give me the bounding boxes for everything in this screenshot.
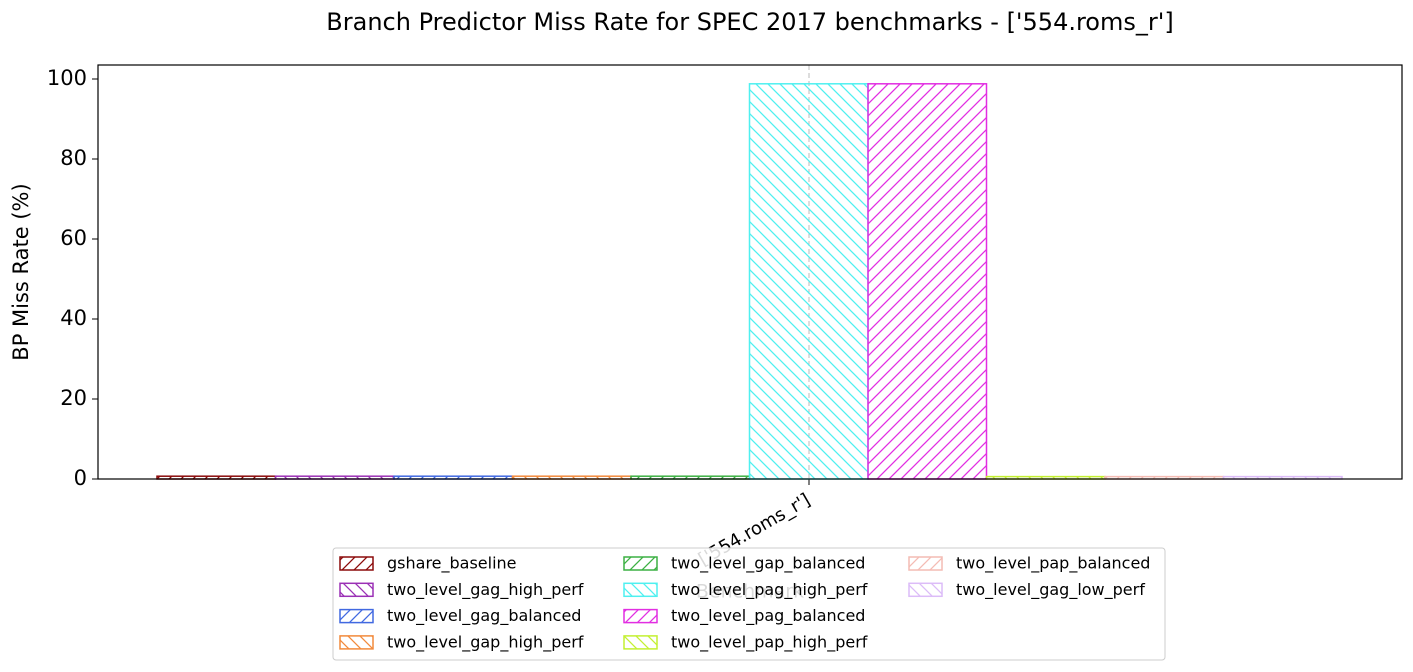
y-tick-label: 20 (60, 386, 87, 410)
bar (748, 83, 869, 480)
chart-title: Branch Predictor Miss Rate for SPEC 2017… (326, 8, 1173, 36)
legend-swatch (339, 556, 374, 571)
bar (867, 83, 988, 480)
y-tick-label: 80 (60, 146, 87, 170)
legend-label: two_level_gap_high_perf (387, 632, 584, 652)
legend-label: two_level_gap_balanced (671, 554, 865, 574)
legend-label: two_level_pag_balanced (671, 606, 865, 626)
legend-label: two_level_gag_balanced (387, 606, 581, 626)
legend-swatch (339, 582, 374, 598)
legend-swatch (623, 608, 658, 624)
legend-swatch (339, 635, 374, 650)
legend: gshare_baselinetwo_level_gag_high_perftw… (332, 547, 1166, 661)
legend-label: two_level_pap_high_perf (671, 632, 868, 652)
legend-label: two_level_pag_high_perf (671, 580, 868, 600)
legend-swatch (908, 556, 943, 571)
legend-swatch (623, 556, 658, 571)
legend-label: two_level_pap_balanced (956, 554, 1150, 574)
y-tick-label: 100 (47, 66, 87, 90)
legend-swatch (339, 608, 374, 624)
legend-box (332, 547, 1166, 661)
plot-frame (97, 64, 1403, 480)
legend-swatch (623, 635, 658, 650)
legend-swatch (623, 582, 658, 598)
legend-label: two_level_gag_high_perf (387, 580, 584, 600)
legend-label: gshare_baseline (387, 554, 517, 574)
y-axis-label: BP Miss Rate (%) (9, 183, 33, 360)
legend-swatch (908, 582, 943, 598)
y-tick-label: 40 (60, 306, 87, 330)
y-tick-label: 60 (60, 226, 87, 250)
legend-label: two_level_gag_low_perf (956, 580, 1145, 600)
y-tick-label: 0 (74, 466, 87, 490)
